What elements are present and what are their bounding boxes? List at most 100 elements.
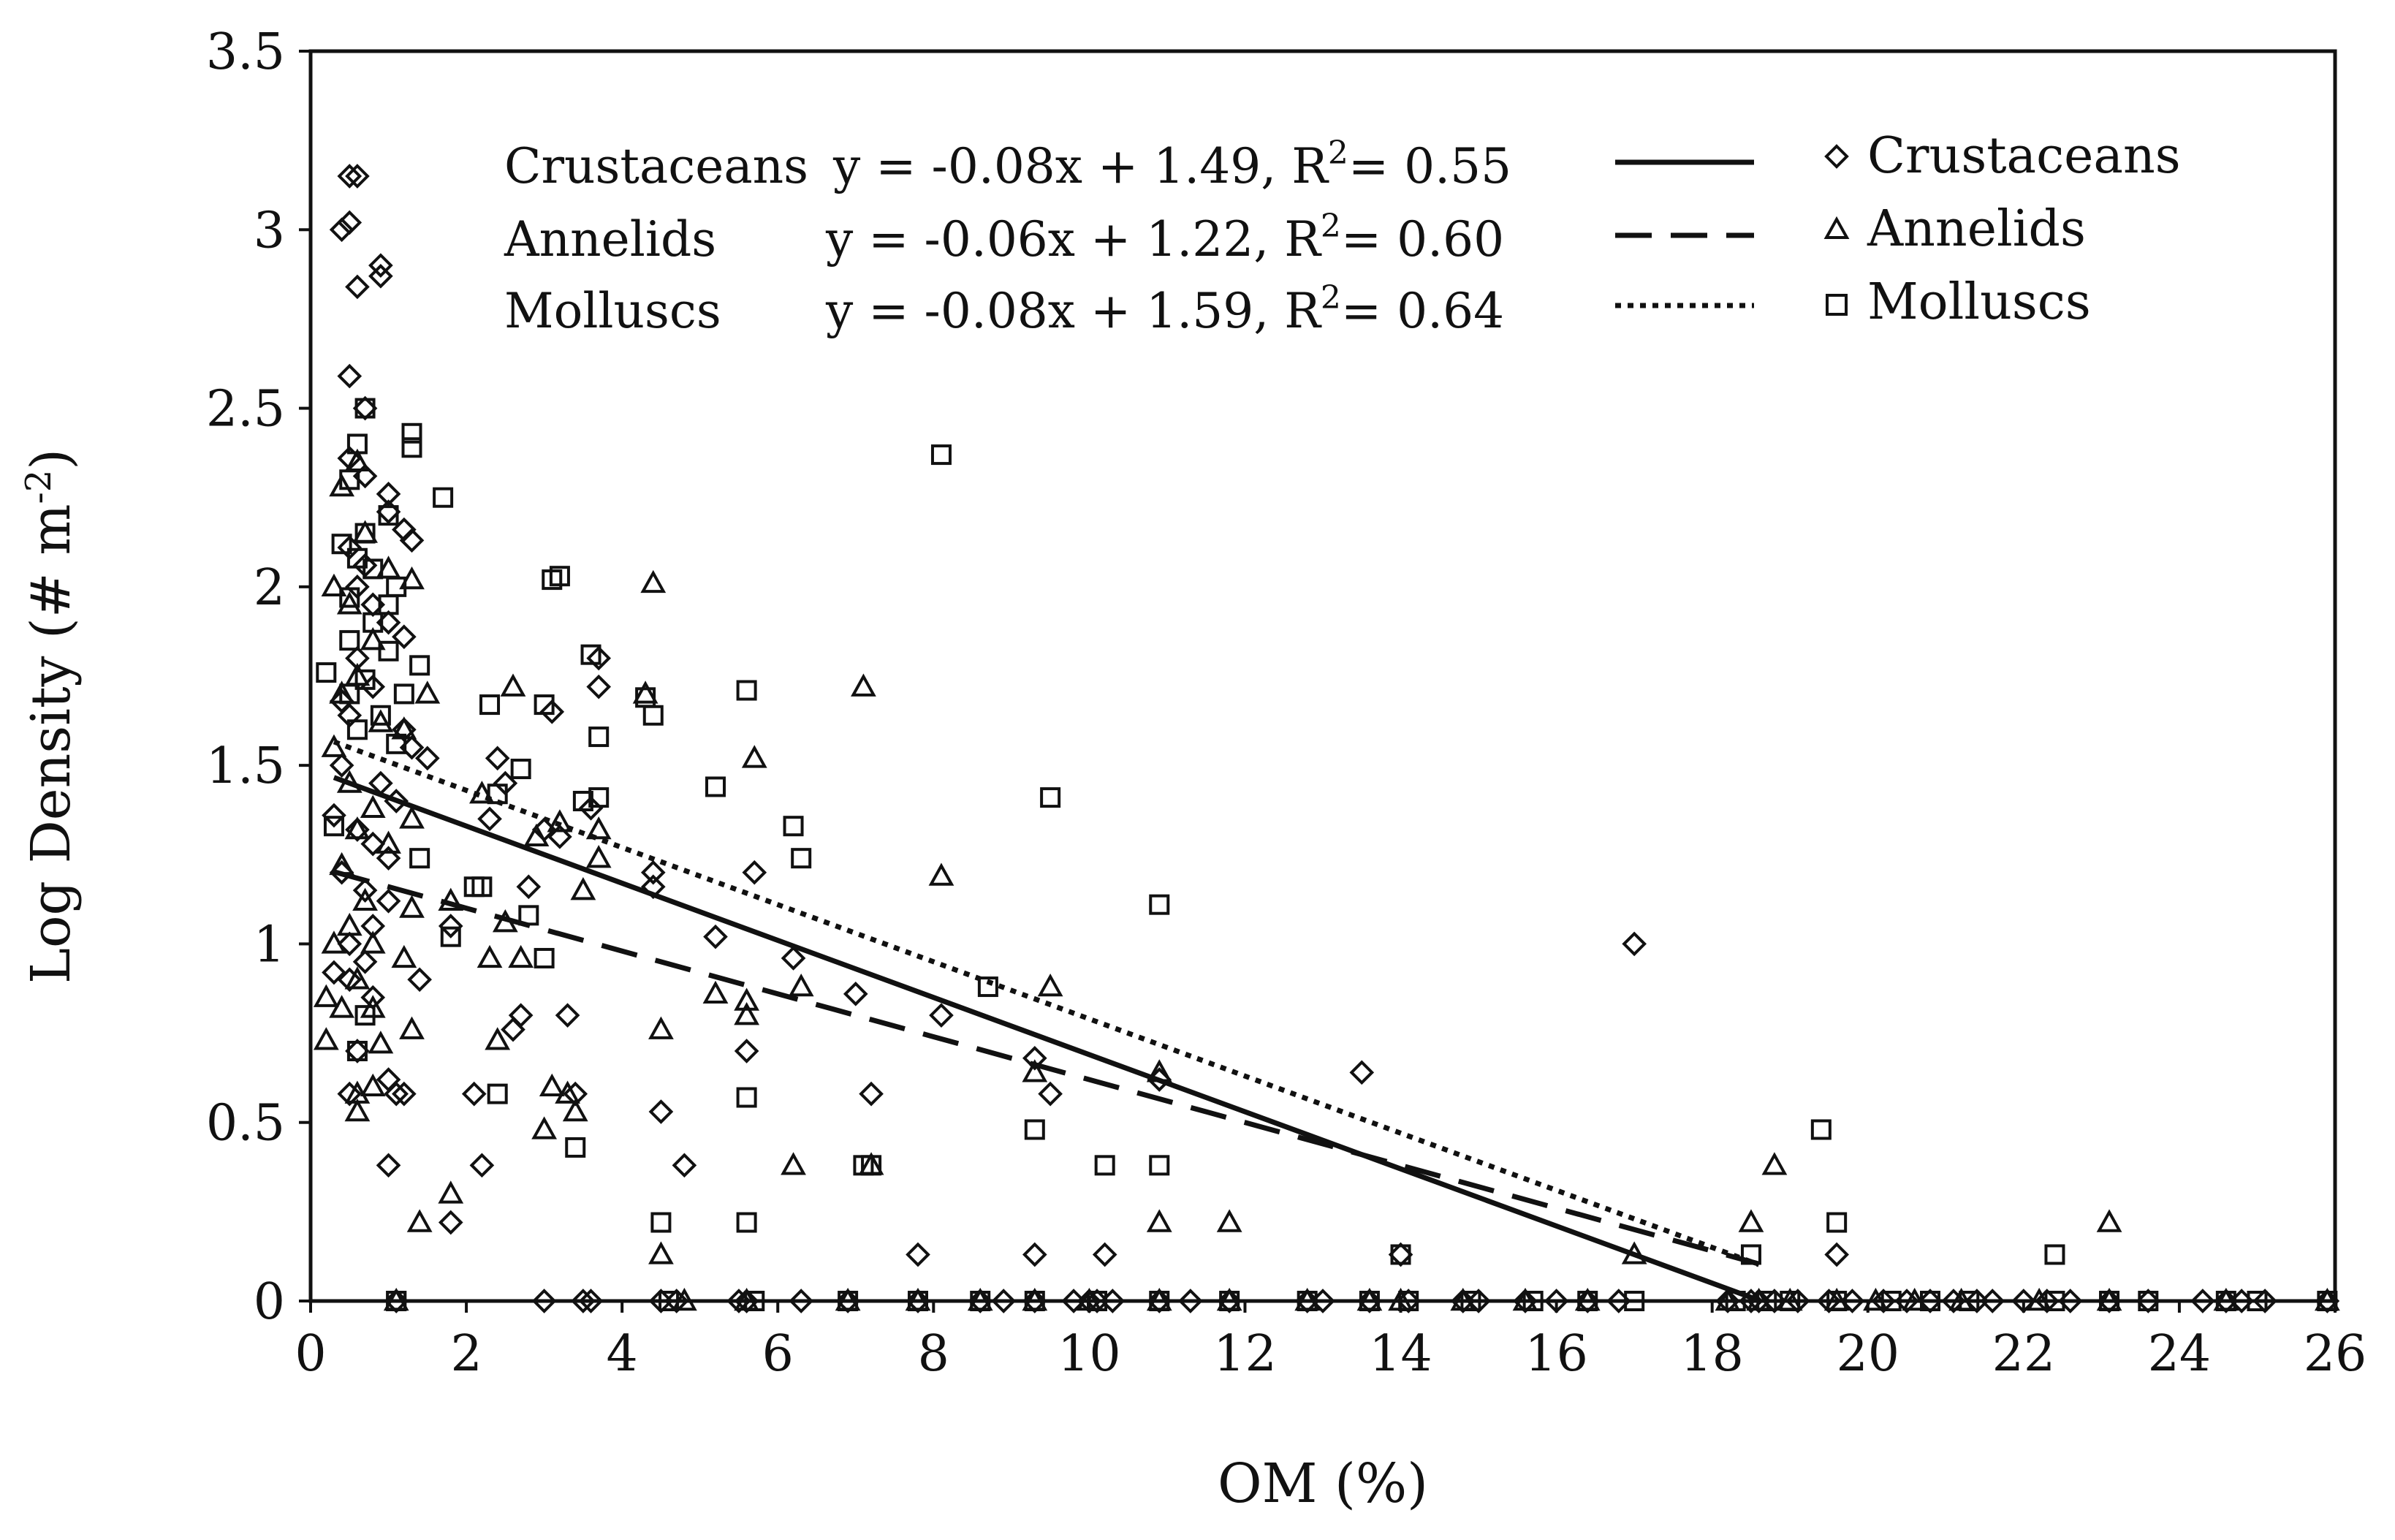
annelids-point (1902, 1287, 1928, 1311)
molluscs-point (1040, 787, 1061, 808)
molluscs-point (1087, 1291, 1108, 1311)
annelids-point (2096, 1209, 2122, 1232)
molluscs-point (331, 534, 352, 555)
annelids-point (570, 877, 596, 900)
crustaceans-point (1349, 1060, 1375, 1085)
crustaceans-point (376, 482, 401, 507)
annelids-point (329, 995, 355, 1018)
legend-marker-annelids (1823, 216, 1850, 239)
molluscs-point (346, 1041, 368, 1061)
x-tick-label: 4 (607, 1325, 638, 1383)
crustaceans-point (345, 817, 370, 842)
crustaceans-point (734, 1039, 759, 1063)
x-tick-label: 12 (1213, 1325, 1277, 1383)
annelids-point (399, 805, 425, 829)
molluscs-point (386, 1291, 407, 1311)
x-tick-label: 10 (1058, 1325, 1121, 1383)
x-tick-label: 14 (1369, 1325, 1432, 1383)
molluscs-point (323, 816, 344, 837)
eq-formula-molluscs: y = -0.08x + 1.59, R2= 0.64 (825, 279, 1504, 339)
molluscs-point (1577, 1291, 1598, 1311)
molluscs-point (534, 694, 555, 716)
annelids-point (399, 566, 425, 590)
crustaceans-point (322, 960, 346, 985)
crustaceans-point (2190, 1289, 2215, 1313)
y-tick-label: 0.5 (206, 1095, 285, 1153)
crustaceans-point (376, 846, 401, 870)
molluscs-point (471, 876, 493, 898)
molluscs-point (588, 727, 610, 748)
molluscs-point (2099, 1291, 2120, 1311)
annelids-point (399, 895, 425, 918)
crustaceans-point (322, 803, 346, 828)
molluscs-point (1810, 1119, 1832, 1140)
crustaceans-point (352, 878, 378, 903)
eq-name-molluscs: Molluscs (504, 283, 721, 339)
molluscs-point (401, 437, 422, 458)
crustaceans-point (2011, 1289, 2036, 1313)
molluscs-point (487, 1083, 508, 1104)
annelids-point (368, 1031, 394, 1054)
molluscs-point (650, 1212, 672, 1233)
annelids-point (399, 1016, 425, 1039)
annelids-point (485, 1027, 511, 1050)
annelids-point (360, 930, 386, 954)
annelids-point (477, 944, 503, 968)
molluscs-point (2044, 1291, 2065, 1311)
crustaceans-point (742, 860, 767, 885)
molluscs-point (378, 505, 399, 526)
crustaceans-point (1092, 1242, 1117, 1267)
crustaceans-point (843, 982, 868, 1006)
crustaceans-point (329, 217, 354, 243)
y-tick-label: 3.5 (206, 23, 285, 81)
crustaceans-point (345, 274, 370, 300)
crustaceans-point (539, 699, 565, 724)
annelids-point (741, 745, 767, 768)
annelids-point (702, 980, 729, 1004)
x-tick-label: 26 (2304, 1325, 2367, 1383)
molluscs-point (977, 976, 998, 998)
annelids-point (352, 887, 378, 911)
crustaceans-point (368, 263, 393, 289)
crustaceans-trend-line (333, 775, 1760, 1303)
crustaceans-point (392, 1081, 417, 1107)
crustaceans-point (337, 363, 363, 389)
crustaceans-point (1544, 1289, 1569, 1313)
molluscs-point (1359, 1291, 1380, 1311)
annelids-point (1022, 1059, 1048, 1082)
molluscs-point (346, 547, 368, 569)
annelids-point (321, 734, 347, 757)
crustaceans-point (384, 1081, 409, 1107)
crustaceans-point (789, 1289, 814, 1313)
annelids-point (321, 573, 347, 597)
molluscs-point (1826, 1291, 1848, 1311)
crustaceans-point (1038, 1081, 1063, 1107)
molluscs-point (861, 1155, 882, 1176)
crustaceans-point (1178, 1289, 1203, 1313)
annelids-point (1738, 1209, 1764, 1232)
molluscs-point (1219, 1291, 1240, 1311)
x-tick-label: 20 (1837, 1325, 1900, 1383)
molluscs-point (2317, 1291, 2338, 1311)
annelids-point (1037, 973, 1063, 997)
crustaceans-point (368, 253, 393, 278)
annelids-point (547, 809, 573, 832)
molluscs-point (736, 680, 757, 701)
annelids-point (360, 627, 386, 650)
annelids-point (360, 794, 386, 818)
molluscs-point (1149, 1291, 1170, 1311)
annelids-point (734, 1002, 760, 1025)
crustaceans-point (345, 164, 370, 189)
molluscs-point (1826, 1212, 1848, 1233)
annelids-point (648, 1016, 674, 1039)
molluscs-point (2247, 1291, 2268, 1311)
annelids-point (531, 1116, 558, 1139)
crustaceans-point (1622, 931, 1647, 957)
molluscs-point (572, 791, 593, 811)
molluscs-point (339, 587, 360, 608)
annelids-point (329, 473, 355, 497)
crustaceans-point (399, 528, 425, 553)
crustaceans-point (578, 1289, 604, 1313)
molluscs-point (1959, 1291, 1980, 1311)
annelids-point (1216, 1209, 1242, 1232)
